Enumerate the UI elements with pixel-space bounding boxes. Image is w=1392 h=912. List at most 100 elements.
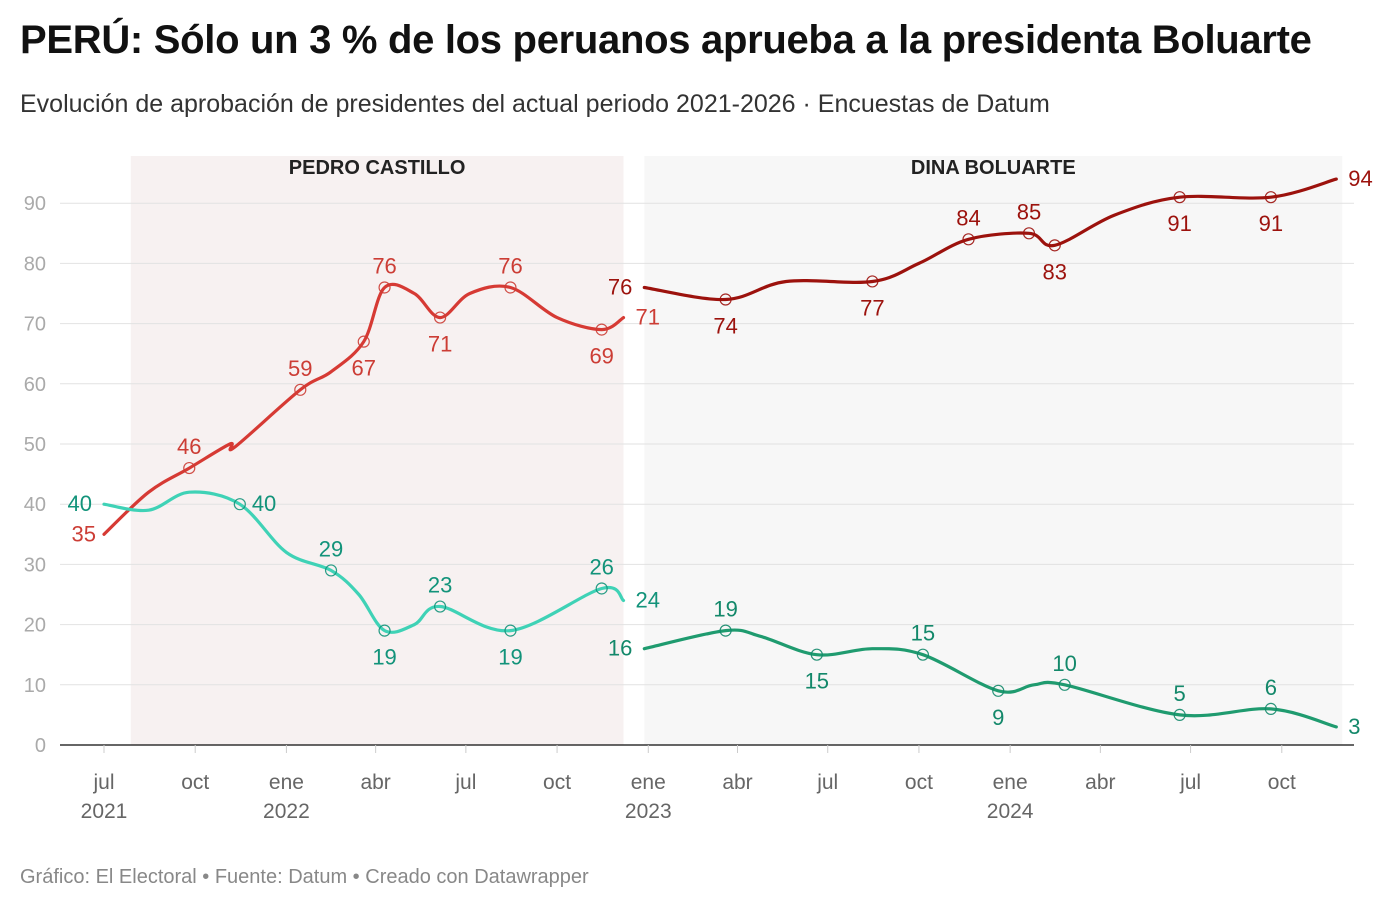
- data-point: [1264, 702, 1277, 715]
- data-point: [1058, 678, 1071, 691]
- data-label: 23: [428, 573, 452, 598]
- x-tick-year: 2022: [263, 800, 310, 823]
- y-axis: 0 10 20 30 40 50 60 70 80 90: [24, 193, 1354, 757]
- data-label: 24: [635, 588, 659, 613]
- y-tick-label: 20: [24, 615, 46, 637]
- series-line: [642, 628, 1338, 729]
- data-label: 91: [1167, 211, 1191, 236]
- y-tick-label: 0: [35, 735, 46, 757]
- data-label: 74: [713, 314, 737, 339]
- chart-subtitle: Evolución de aprobación de presidentes d…: [20, 90, 1050, 118]
- data-label: 26: [589, 554, 613, 579]
- data-label: 67: [352, 356, 376, 381]
- x-tick-label: jul: [1179, 771, 1201, 794]
- data-label: 71: [635, 305, 659, 330]
- x-tick-label: ene: [269, 771, 304, 794]
- x-tick-label: abr: [1085, 771, 1115, 794]
- data-point: [992, 684, 1005, 697]
- y-tick-label: 10: [24, 675, 46, 697]
- series-markers: [183, 191, 1277, 722]
- x-tick-label: jul: [816, 771, 838, 794]
- data-label: 85: [1017, 199, 1041, 224]
- series-line: [642, 177, 1338, 302]
- x-tick-label: oct: [181, 771, 209, 794]
- data-label: 19: [372, 645, 396, 670]
- series-line: [102, 282, 626, 536]
- data-point: [810, 648, 823, 661]
- data-point: [719, 624, 732, 637]
- data-label: 10: [1052, 651, 1076, 676]
- y-tick-label: 40: [24, 494, 46, 516]
- data-point: [294, 383, 307, 396]
- data-point: [324, 564, 338, 577]
- data-point: [1173, 708, 1186, 722]
- data-point: [962, 233, 975, 246]
- period-band: [644, 156, 1343, 745]
- y-tick-label: 90: [24, 193, 46, 215]
- data-point: [719, 293, 732, 306]
- y-tick-label: 80: [24, 253, 46, 275]
- data-point: [233, 498, 246, 511]
- x-tick-label: abr: [360, 771, 390, 794]
- data-label: 94: [1348, 166, 1372, 191]
- chart-footer: Gráfico: El Electoral • Fuente: Datum • …: [20, 866, 589, 888]
- y-tick-label: 50: [24, 434, 46, 456]
- data-point: [1173, 191, 1186, 204]
- data-point: [378, 624, 391, 637]
- period-band: [130, 156, 624, 745]
- x-tick-year: 2021: [81, 800, 128, 823]
- data-label: 46: [177, 434, 201, 459]
- data-point: [866, 275, 879, 288]
- x-axis: jul 2021 oct ene 2022 abr jul oct ene 2023 abr jul o…: [81, 745, 1296, 823]
- data-label: 76: [608, 274, 632, 299]
- data-label: 59: [288, 356, 312, 381]
- data-label: 83: [1043, 259, 1067, 284]
- data-label: 19: [498, 645, 522, 670]
- x-tick-label: oct: [1268, 771, 1296, 794]
- data-point: [433, 311, 447, 324]
- grid-lines: [60, 202, 1354, 686]
- data-point: [504, 281, 517, 294]
- x-tick-label: oct: [543, 771, 571, 794]
- data-label: 6: [1265, 675, 1277, 700]
- x-tick-label: abr: [722, 771, 752, 794]
- data-label: 16: [608, 636, 632, 661]
- data-point: [504, 624, 517, 637]
- data-point: [916, 648, 929, 661]
- data-label: 19: [713, 597, 737, 622]
- data-label: 9: [992, 705, 1004, 730]
- data-point: [357, 335, 370, 348]
- data-label: 15: [805, 669, 829, 694]
- series-lines: [102, 177, 1338, 729]
- series-line: [102, 490, 626, 634]
- x-tick-label: ene: [993, 771, 1028, 794]
- data-label: 15: [911, 621, 935, 646]
- x-tick-label: jul: [92, 771, 114, 794]
- data-label: 3: [1348, 714, 1360, 739]
- period-label: PEDRO CASTILLO: [289, 157, 466, 179]
- data-label: 69: [589, 344, 613, 369]
- data-point: [378, 281, 391, 294]
- period-label: DINA BOLUARTE: [911, 157, 1076, 179]
- data-label: 40: [252, 491, 276, 516]
- x-tick-label: jul: [454, 771, 476, 794]
- x-tick-year: 2024: [987, 800, 1034, 823]
- y-tick-label: 30: [24, 554, 46, 576]
- data-label: 35: [72, 521, 96, 546]
- data-label: 91: [1259, 211, 1283, 236]
- period-bands: PEDRO CASTILLO DINA BOLUARTE: [130, 156, 1343, 745]
- data-point: [595, 323, 608, 336]
- data-point: [1022, 227, 1036, 240]
- data-label: 40: [68, 491, 92, 516]
- data-label: 71: [428, 332, 452, 357]
- data-point: [595, 582, 608, 595]
- data-point: [1264, 191, 1277, 204]
- data-point: [433, 600, 447, 613]
- data-label: 77: [860, 295, 884, 320]
- data-point: [183, 461, 196, 475]
- data-label: 76: [498, 253, 522, 278]
- data-label: 5: [1174, 681, 1186, 706]
- y-tick-label: 70: [24, 314, 46, 336]
